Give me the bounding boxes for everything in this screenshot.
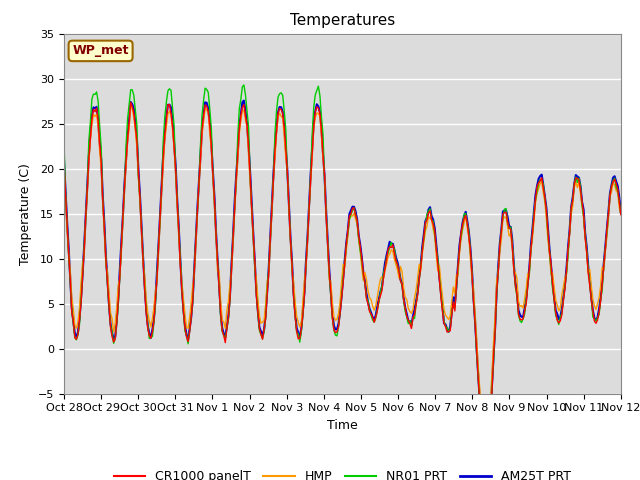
NR01 PRT — [255, 328, 263, 334]
NR01 PRT — [617, 210, 625, 216]
Y-axis label: Temperature (C): Temperature (C) — [19, 163, 33, 264]
CR1000 panelT — [246, 172, 254, 178]
HMP — [481, 431, 488, 436]
CR1000 panelT — [130, 110, 138, 116]
HMP — [246, 178, 254, 184]
HMP — [127, 103, 134, 109]
AM25T PRT — [255, 324, 263, 330]
NR01 PRT — [240, 82, 248, 88]
NR01 PRT — [60, 139, 68, 144]
NR01 PRT — [481, 444, 488, 450]
Text: WP_met: WP_met — [72, 44, 129, 58]
HMP — [60, 166, 68, 171]
NR01 PRT — [226, 297, 234, 302]
CR1000 panelT — [481, 441, 488, 446]
CR1000 panelT — [255, 325, 263, 331]
NR01 PRT — [246, 173, 254, 179]
AM25T PRT — [617, 209, 625, 215]
Line: CR1000 panelT: CR1000 panelT — [64, 102, 621, 444]
AM25T PRT — [226, 293, 234, 299]
CR1000 panelT — [589, 309, 596, 314]
AM25T PRT — [589, 308, 596, 313]
Line: NR01 PRT: NR01 PRT — [64, 85, 621, 447]
X-axis label: Time: Time — [327, 419, 358, 432]
Title: Temperatures: Temperatures — [290, 13, 395, 28]
Line: AM25T PRT: AM25T PRT — [64, 101, 621, 444]
HMP — [228, 270, 236, 276]
Line: HMP: HMP — [64, 106, 621, 433]
CR1000 panelT — [617, 212, 625, 217]
NR01 PRT — [129, 87, 136, 93]
Legend: CR1000 panelT, HMP, NR01 PRT, AM25T PRT: CR1000 panelT, HMP, NR01 PRT, AM25T PRT — [109, 465, 576, 480]
NR01 PRT — [305, 206, 313, 212]
CR1000 panelT — [60, 158, 68, 164]
AM25T PRT — [60, 157, 68, 163]
HMP — [305, 207, 313, 213]
HMP — [255, 313, 263, 319]
AM25T PRT — [129, 101, 136, 107]
AM25T PRT — [305, 204, 313, 209]
HMP — [589, 297, 596, 302]
CR1000 panelT — [127, 99, 134, 105]
AM25T PRT — [481, 442, 488, 447]
CR1000 panelT — [228, 265, 236, 271]
HMP — [130, 114, 138, 120]
AM25T PRT — [240, 98, 248, 104]
HMP — [617, 211, 625, 216]
AM25T PRT — [246, 169, 254, 175]
CR1000 panelT — [305, 206, 313, 212]
NR01 PRT — [589, 314, 596, 320]
